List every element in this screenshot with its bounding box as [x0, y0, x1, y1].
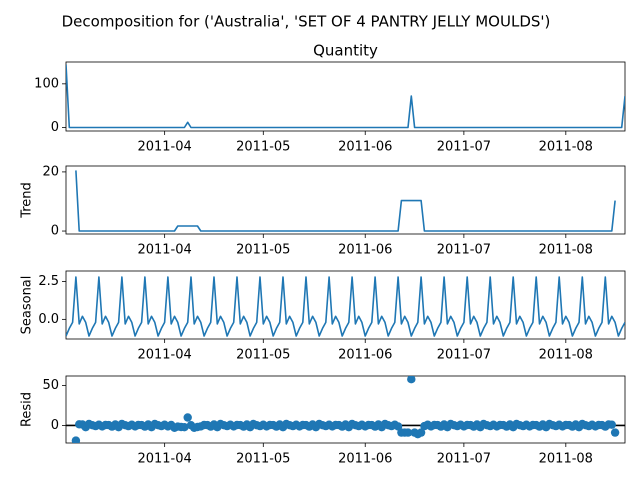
x-tick-label: 2011-04 — [137, 452, 191, 467]
y-axis-label: Seasonal — [20, 276, 35, 335]
resid-point — [607, 420, 616, 429]
resid-point — [393, 422, 403, 431]
plot-area — [66, 376, 625, 443]
x-tick-label: 2011-05 — [236, 348, 290, 363]
panel-1: 2011-04 2011-05 2011-06 2011-07 2011-08 0 100 Q… — [34, 42, 626, 155]
resid-point — [180, 423, 189, 432]
resid-point — [71, 436, 81, 443]
x-tick-label: 2011-06 — [338, 140, 392, 155]
resid-point — [183, 413, 192, 422]
x-tick-label: 2011-05 — [236, 452, 290, 467]
resid-point — [610, 428, 620, 437]
x-tick-label: 2011-07 — [437, 243, 491, 258]
y-axis-label: Trend — [20, 182, 35, 219]
axes-frame — [65, 270, 626, 340]
axes-frame — [65, 165, 626, 235]
x-tick-label: 2011-07 — [437, 452, 491, 467]
y-tick-label: 0 — [51, 224, 59, 239]
plot-area — [66, 64, 625, 129]
y-tick-label: 0 — [51, 120, 59, 135]
series-line — [66, 64, 625, 129]
x-tick-label: 2011-06 — [338, 452, 392, 467]
x-tick-label: 2011-08 — [539, 140, 593, 155]
resid-point — [407, 376, 416, 384]
x-tick-label: 2011-07 — [437, 348, 491, 363]
x-tick-label: 2011-04 — [137, 140, 191, 155]
x-tick-label: 2011-05 — [236, 243, 290, 258]
x-tick-label: 2011-06 — [338, 348, 392, 363]
y-tick-label: 2.5 — [38, 274, 59, 289]
y-tick-label: 50 — [42, 378, 59, 393]
x-tick-label: 2011-07 — [437, 140, 491, 155]
x-tick-label: 2011-04 — [137, 348, 191, 363]
panel-3: 2011-04 2011-05 2011-06 2011-07 2011-08 0.0 2.… — [20, 270, 626, 363]
y-tick-label: 20 — [42, 164, 59, 179]
axes-frame — [65, 375, 626, 444]
x-tick-label: 2011-08 — [539, 348, 593, 363]
figure-title: Decomposition for ('Australia', 'SET OF … — [62, 13, 551, 31]
x-tick-label: 2011-05 — [236, 140, 290, 155]
y-axis-label: Resid — [20, 392, 35, 427]
seasonal-line — [66, 276, 625, 337]
plot-area — [75, 170, 616, 232]
resid-point — [416, 428, 426, 437]
y-tick-label: 0 — [51, 418, 59, 433]
panel-4: 2011-04 2011-05 2011-06 2011-07 2011-08 0 50 Re… — [20, 375, 626, 467]
panel-2: 2011-04 2011-05 2011-06 2011-07 2011-08 0 20 Tr… — [20, 164, 626, 258]
panels-group: 2011-04 2011-05 2011-06 2011-07 2011-08 0 100 Q… — [20, 42, 626, 467]
y-tick-label: 100 — [34, 76, 59, 91]
x-tick-label: 2011-08 — [539, 243, 593, 258]
x-tick-label: 2011-06 — [338, 243, 392, 258]
x-tick-label: 2011-04 — [137, 243, 191, 258]
plot-area — [66, 276, 625, 337]
panel-title: Quantity — [313, 42, 378, 60]
series-line — [75, 170, 616, 232]
y-tick-label: 0.0 — [38, 312, 59, 327]
resid-point — [403, 428, 413, 437]
x-tick-label: 2011-08 — [539, 452, 593, 467]
